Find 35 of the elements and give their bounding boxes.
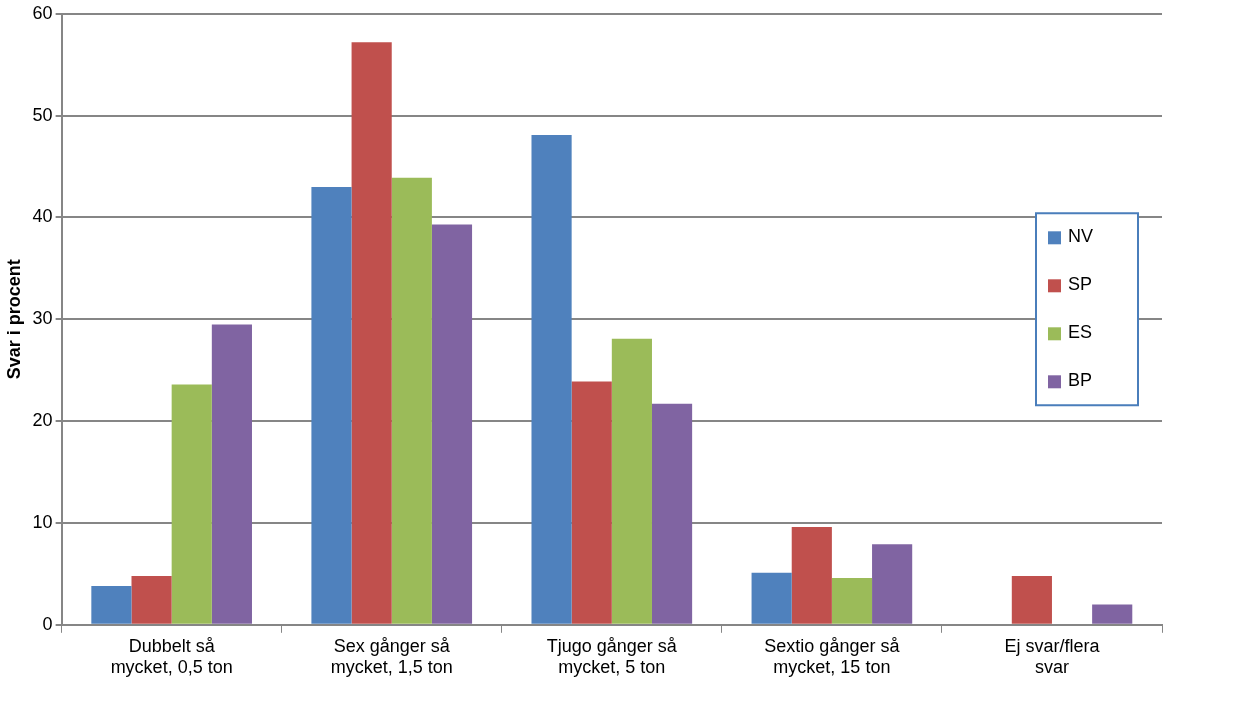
bar [872, 544, 913, 624]
bar [651, 403, 693, 624]
x-tick-label: Tjugo gånger så mycket, 5 ton [546, 635, 678, 678]
bar [531, 134, 572, 624]
legend-label: BP [1068, 370, 1093, 391]
bar [171, 384, 212, 624]
x-tick-label: Dubbelt så mycket, 0,5 ton [110, 635, 233, 678]
y-tick-label: 10 [32, 511, 53, 532]
legend-label: ES [1068, 322, 1093, 343]
bar [831, 577, 873, 624]
y-tick-label: 60 [32, 2, 53, 23]
bar [1011, 575, 1052, 624]
legend-label: NV [1068, 226, 1094, 247]
bar [311, 186, 352, 624]
x-tick-label: Ej svar/flera svar [1004, 635, 1101, 678]
bar [131, 575, 172, 624]
bar [351, 42, 392, 624]
y-tick-label: 0 [42, 613, 53, 634]
bar [91, 586, 132, 624]
bar [791, 527, 832, 624]
x-tick-label: Sex gånger så mycket, 1,5 ton [330, 635, 453, 678]
bar [611, 338, 652, 624]
bar [751, 572, 792, 624]
bar [571, 381, 612, 624]
bar [431, 224, 473, 624]
bar [211, 324, 252, 624]
bar [1092, 604, 1133, 624]
x-tick-label: Sextio gånger så mycket, 15 ton [764, 635, 901, 678]
y-tick-label: 20 [32, 410, 53, 431]
bar [391, 177, 432, 624]
y-tick-label: 50 [32, 104, 53, 125]
legend-label: SP [1068, 274, 1093, 295]
y-tick-label: 30 [32, 308, 53, 329]
y-tick-label: 40 [32, 206, 53, 227]
y-axis-title: Svar i procent [3, 259, 24, 380]
